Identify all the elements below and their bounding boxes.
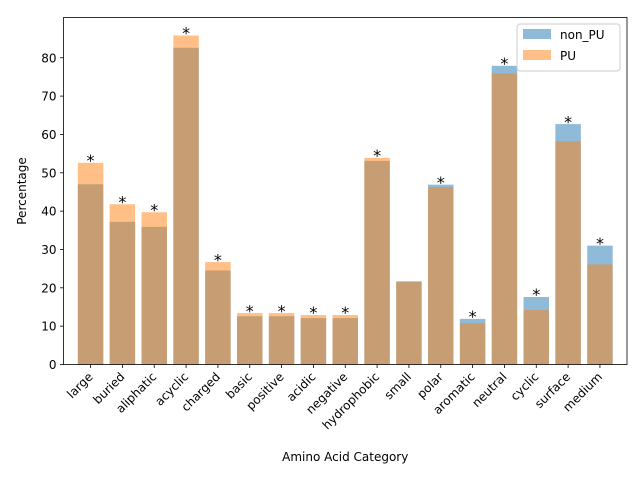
significance-marker-large: * [87, 151, 95, 170]
significance-marker-charged: * [214, 250, 222, 269]
y-tick-label: 0 [49, 358, 57, 372]
significance-marker-medium: * [596, 234, 604, 253]
y-axis: 0 10 20 30 40 50 60 70 80 [41, 51, 64, 372]
significance-marker-acyclic: * [182, 24, 190, 43]
significance-marker-basic: * [246, 301, 254, 320]
bar-pu-neutral [491, 73, 518, 365]
significance-marker-polar: * [437, 173, 445, 192]
bar-pu-basic [237, 313, 263, 365]
bar-pu-hydrophobic [364, 157, 390, 365]
y-tick-label: 10 [41, 320, 56, 334]
bar-pu-buried [109, 204, 136, 365]
significance-marker-negative: * [341, 303, 349, 322]
bar-pu-acidic [300, 315, 327, 365]
bar-pu-negative [332, 315, 358, 365]
bar-pu-large [77, 162, 104, 365]
y-tick-label: 80 [41, 51, 56, 65]
y-tick-label: 30 [41, 243, 56, 257]
significance-marker-aliphatic: * [150, 200, 158, 219]
significance-marker-positive: * [278, 301, 286, 320]
y-tick-label: 50 [41, 166, 56, 180]
legend-label-pu: PU [560, 49, 576, 63]
bar-pu-cyclic [523, 310, 550, 365]
y-axis-label: Percentage [15, 157, 29, 225]
y-tick-label: 40 [41, 205, 56, 219]
legend-label-non-pu: non_PU [560, 28, 605, 42]
significance-marker-acidic: * [309, 303, 317, 322]
bar-pu-acyclic [173, 35, 199, 365]
annotations-layer: * * * * * * * * * * * * * * * * [87, 24, 604, 326]
bar-pu-surface [555, 141, 581, 365]
bar-pu-polar [428, 186, 454, 365]
legend-swatch-pu [523, 50, 551, 60]
significance-marker-cyclic: * [532, 285, 540, 304]
bar-pu-small [396, 282, 422, 365]
significance-marker-surface: * [564, 112, 572, 131]
x-axis-label: Amino Acid Category [282, 450, 408, 464]
y-tick-label: 20 [41, 281, 56, 295]
bar-pu-charged [205, 262, 231, 365]
y-tick-label: 70 [41, 90, 56, 104]
bar-pu-aromatic [459, 323, 486, 365]
legend-swatch-non-pu [523, 29, 551, 39]
y-tick-label: 60 [41, 128, 56, 142]
bar-pu-medium [587, 264, 613, 365]
significance-marker-buried: * [118, 192, 126, 211]
legend: non_PU PU [516, 23, 621, 72]
bars-layer [77, 35, 613, 365]
significance-marker-hydrophobic: * [373, 146, 381, 165]
significance-marker-neutral: * [500, 54, 508, 73]
bar-pu-positive [268, 313, 295, 365]
significance-marker-aromatic: * [469, 307, 477, 326]
bar-pu-aliphatic [141, 212, 167, 365]
